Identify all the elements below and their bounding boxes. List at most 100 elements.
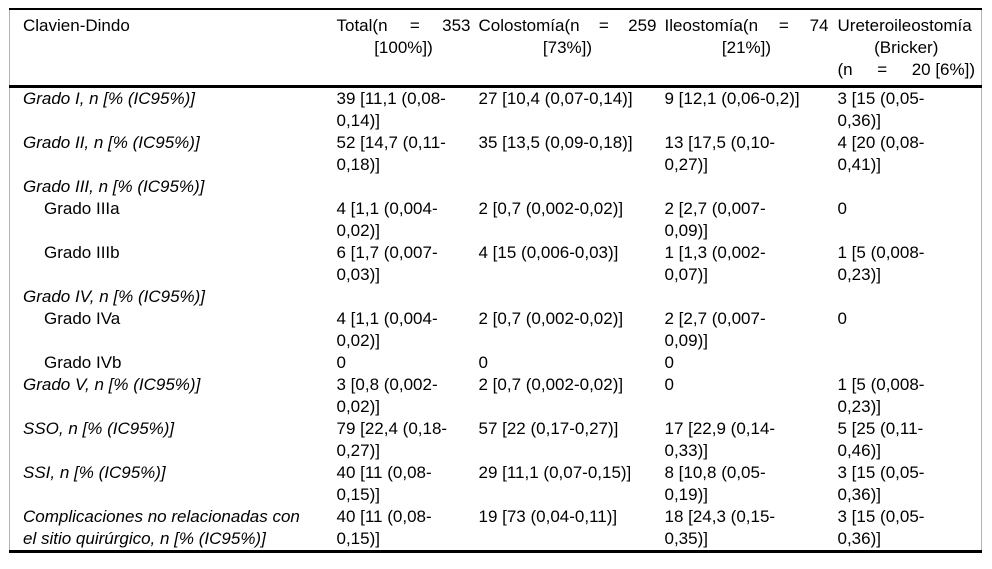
header-line: [100%]) — [374, 38, 433, 57]
cell-colostomia: 27 [10,4 (0,07-0,14)] — [478, 89, 633, 108]
header-total: Total(n = 353 [100%]) — [331, 9, 473, 87]
cell-ileostomia: 8 [10,8 (0,05-0,19)] — [664, 463, 766, 504]
cell-ureteroileostomia — [831, 176, 982, 198]
header-line: [21%]) — [721, 38, 772, 57]
table-row-ssi: SSI, n [% (IC95%)] 40 [11 (0,08-0,15)] 2… — [10, 462, 982, 506]
header-line: Colostomía(n = 259 — [479, 15, 657, 37]
cell-colostomia: 0 — [478, 353, 488, 372]
cell-ureteroileostomia: 1 [5 (0,008-0,23)] — [837, 375, 925, 416]
cell-ileostomia: 0 — [664, 353, 674, 372]
row-label: Grado I, n [% (IC95%)] — [23, 89, 195, 108]
table-body: Grado I, n [% (IC95%)] 39 [11,1 (0,08-0,… — [10, 87, 982, 552]
cell-total: 4 [1,1 (0,004-0,02)] — [336, 199, 438, 240]
header-word: = — [877, 60, 888, 79]
row-label: Grado IVa — [44, 309, 121, 328]
header-word: = — [409, 16, 420, 35]
cell-total — [331, 286, 473, 308]
table-row-grado-iiib: Grado IIIb 6 [1,7 (0,007-0,03)] 4 [15 (0… — [10, 242, 982, 286]
table-row-sso: SSO, n [% (IC95%)] 79 [22,4 (0,18-0,27)]… — [10, 418, 982, 462]
header-word: 20 [6%]) — [911, 60, 975, 79]
cell-total: 6 [1,7 (0,007-0,03)] — [336, 243, 438, 284]
table-row-grado-ii: Grado II, n [% (IC95%)] 52 [14,7 (0,11-0… — [10, 132, 982, 176]
cell-colostomia: 57 [22 (0,17-0,27)] — [478, 419, 619, 438]
cell-colostomia: 19 [73 (0,04-0,11)] — [478, 507, 618, 526]
cell-colostomia: 4 [15 (0,006-0,03)] — [478, 243, 619, 262]
cell-ureteroileostomia: 4 [20 (0,08-0,41)] — [837, 133, 925, 174]
cell-total: 79 [22,4 (0,18-0,27)] — [336, 419, 448, 460]
cell-total: 3 [0,8 (0,002-0,02)] — [336, 375, 438, 416]
cell-ileostomia: 2 [2,7 (0,007-0,09)] — [664, 199, 766, 240]
cell-total: 0 — [336, 353, 346, 372]
header-line: (Bricker) — [874, 38, 939, 57]
cell-total: 40 [11 (0,08-0,15)] — [336, 507, 432, 548]
row-label: SSI, n [% (IC95%)] — [23, 463, 166, 482]
cell-ileostomia: 2 [2,7 (0,007-0,09)] — [664, 309, 766, 350]
cell-ureteroileostomia: 3 [15 (0,05-0,36)] — [837, 89, 925, 130]
cell-ileostomia — [659, 176, 831, 198]
header-row: Clavien-Dindo Total(n = 353 [100%]) Colo… — [9, 9, 982, 87]
header-line: (n = 20 [6%]) — [838, 59, 976, 81]
header-ileostomia: Ileostomía(n = 74 [21%]) — [659, 9, 831, 87]
cell-ureteroileostomia: 0 — [837, 199, 847, 218]
row-label: Grado V, n [% (IC95%)] — [23, 375, 201, 394]
header-word: = — [778, 16, 789, 35]
cell-colostomia: 2 [0,7 (0,002-0,02)] — [478, 309, 624, 328]
table-row-grado-iva: Grado IVa 4 [1,1 (0,004-0,02)] 2 [0,7 (0… — [10, 308, 982, 352]
table-row-grado-i: Grado I, n [% (IC95%)] 39 [11,1 (0,08-0,… — [10, 87, 982, 133]
row-label: Grado II, n [% (IC95%)] — [23, 133, 200, 152]
cell-colostomia: 2 [0,7 (0,002-0,02)] — [478, 199, 624, 218]
header-line: [73%]) — [542, 38, 593, 57]
cell-colostomia: 35 [13,5 (0,09-0,18)] — [478, 133, 633, 152]
cell-ureteroileostomia: 0 — [837, 309, 847, 328]
cell-ileostomia — [659, 286, 831, 308]
header-word: Ileostomía(n — [664, 16, 759, 35]
cell-ureteroileostomia — [831, 352, 982, 374]
header-ureteroileostomia: Ureteroileostomía (Bricker) (n = 20 [6%]… — [831, 9, 982, 87]
header-word: 74 — [809, 16, 829, 35]
cell-ureteroileostomia: 3 [15 (0,05-0,36)] — [837, 463, 925, 504]
cell-total: 52 [14,7 (0,11-0,18)] — [336, 133, 446, 174]
header-word: (n — [837, 60, 853, 79]
row-label: Grado III, n [% (IC95%)] — [23, 177, 205, 196]
header-line: Ileostomía(n = 74 — [665, 15, 829, 37]
row-label: Grado IVb — [44, 353, 122, 372]
cell-total — [331, 176, 473, 198]
cell-total: 39 [11,1 (0,08-0,14)] — [336, 89, 446, 130]
table-row-grado-iv: Grado IV, n [% (IC95%)] — [10, 286, 982, 308]
cell-total: 4 [1,1 (0,004-0,02)] — [336, 309, 438, 350]
cell-ileostomia: 18 [24,3 (0,15-0,35)] — [664, 507, 776, 548]
row-label: Complicaciones no relacionadas con el si… — [23, 507, 300, 548]
cell-ileostomia: 17 [22,9 (0,14-0,33)] — [664, 419, 776, 460]
table-row-grado-v: Grado V, n [% (IC95%)] 3 [0,8 (0,002-0,0… — [10, 374, 982, 418]
cell-ureteroileostomia: 5 [25 (0,11-0,46)] — [837, 419, 924, 460]
cell-ureteroileostomia — [831, 286, 982, 308]
header-word: 353 — [442, 16, 471, 35]
row-label: SSO, n [% (IC95%)] — [23, 419, 175, 438]
table-row-grado-iii: Grado III, n [% (IC95%)] — [10, 176, 982, 198]
cell-colostomia: 2 [0,7 (0,002-0,02)] — [478, 375, 624, 394]
header-text: Clavien-Dindo — [23, 16, 130, 35]
cell-ileostomia: 13 [17,5 (0,10-0,27)] — [664, 133, 776, 174]
cell-ileostomia: 0 — [664, 375, 674, 394]
cell-ileostomia: 1 [1,3 (0,002-0,07)] — [664, 243, 766, 284]
row-label: Grado IIIb — [44, 243, 120, 262]
cell-ileostomia: 9 [12,1 (0,06-0,2)] — [664, 89, 800, 108]
cell-ureteroileostomia: 3 [15 (0,05-0,36)] — [837, 507, 925, 548]
header-line: Ureteroileostomía — [837, 16, 972, 35]
header-line: Total(n = 353 — [337, 15, 471, 37]
row-label: Grado IIIa — [44, 199, 120, 218]
table-header: Clavien-Dindo Total(n = 353 [100%]) Colo… — [9, 9, 982, 87]
cell-colostomia — [473, 176, 659, 198]
row-label: Grado IV, n [% (IC95%)] — [23, 287, 206, 306]
cell-ureteroileostomia: 1 [5 (0,008-0,23)] — [837, 243, 925, 284]
cell-colostomia — [473, 286, 659, 308]
table-row-complicaciones: Complicaciones no relacionadas con el si… — [10, 506, 982, 552]
header-word: Colostomía(n — [478, 16, 580, 35]
header-word: Total(n — [336, 16, 388, 35]
header-word: = — [598, 16, 609, 35]
header-word: 259 — [628, 16, 657, 35]
table-row-grado-iiia: Grado IIIa 4 [1,1 (0,004-0,02)] 2 [0,7 (… — [10, 198, 982, 242]
header-colostomia: Colostomía(n = 259 [73%]) — [473, 9, 659, 87]
clavien-dindo-table: Clavien-Dindo Total(n = 353 [100%]) Colo… — [9, 8, 982, 553]
